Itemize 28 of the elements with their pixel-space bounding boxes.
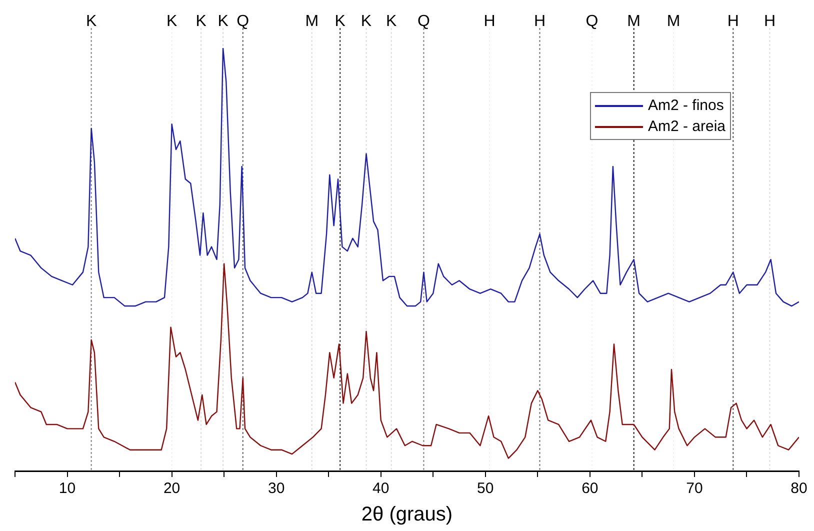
ref-line-label: H [727,13,739,30]
ref-line-label: H [764,13,776,30]
ref-line-label: Q [586,13,598,30]
ref-line-label: K [218,13,229,30]
legend-label: Am2 - finos [648,96,724,116]
x-tick-label: 70 [686,480,703,498]
x-tick-label: 40 [372,480,390,498]
x-tick-label: 30 [268,480,285,498]
ref-line-label: K [386,13,397,30]
x-tick-label: 20 [163,480,180,498]
ref-line-label: K [360,13,372,30]
ref-line-label: K [86,13,97,30]
ref-line-label: K [166,13,178,30]
x-axis-title: 2θ (graus) [361,504,453,526]
ref-line-label: M [627,13,640,30]
ref-line-label: H [534,13,546,30]
x-tick-label: 80 [790,480,808,498]
x-tick-label: 10 [58,480,76,498]
ref-line-label: H [484,13,496,30]
legend-label: Am2 - areia [648,117,726,137]
ref-line-label: M [305,13,319,30]
x-tick-label: 60 [582,480,598,498]
x-tick-label: 50 [477,480,494,498]
ref-line-label: K [334,13,346,30]
ref-line-label: Q [236,13,250,30]
ref-line-label: Q [418,13,430,30]
ref-line-label: K [196,13,207,30]
ref-line-label: M [666,13,680,30]
